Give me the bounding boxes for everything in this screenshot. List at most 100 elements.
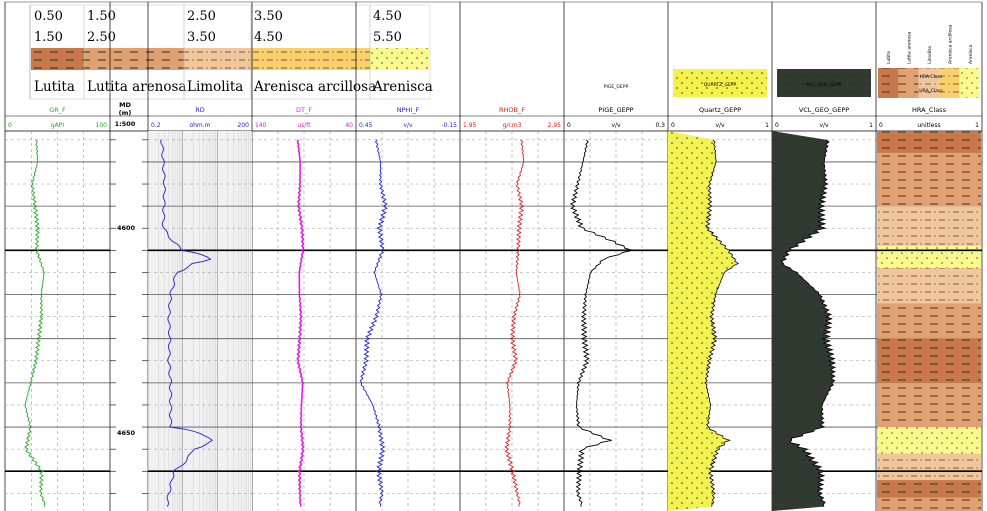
legend-swatch-pattern-arenisca [370,48,430,70]
legend-max-lutita-arenosa: 2.50 [87,30,116,45]
curve-gr-f [24,139,46,507]
grid-nphi [381,131,435,511]
hra-interval-pattern-lutita-arenosa [877,153,981,207]
hra-interval-pattern-limolita [877,267,981,304]
track-unit-rhob: g/cm3 [503,122,522,129]
track-max-pige: 0.3 [655,122,665,129]
legend-column-dividers [83,5,371,99]
track-max-rhob: 2.95 [548,122,562,129]
track-min-rd: 0.2 [151,122,161,129]
grid-pige [589,131,643,511]
depth-label-4600: 4600 [117,224,136,232]
curve-vcl-geo-gepp [780,139,837,507]
track-title-nphi: NPHI_F [397,106,420,114]
rd-shade [148,131,252,511]
track-body [5,131,982,511]
hra-box-label-2: HRA_Class [919,88,943,94]
grid-dt [277,131,331,511]
track-title-dt: DT_F [296,106,312,114]
hra-header-swatch-pattern-lutita-arenosa [898,68,919,98]
track-max-nphi: -0.15 [441,122,457,129]
hra-header-label-arenisca-arcillosa: Arenisca arcillosa [947,24,953,64]
hra-interval-pattern-lutita [877,338,981,383]
track-title-rd: RD [195,106,205,114]
hra-interval-pattern-lutita [877,131,981,154]
track-title-pige: PIGE_GEPP [598,106,633,114]
hra-header-swatch-pattern-limolita [918,68,940,98]
legend-max-limolita: 3.50 [187,30,216,45]
fill-pattern-quartz-gepp [668,131,739,511]
hra-header-label-limolita: Limolita [927,46,933,64]
vcl-header-swatch-dashes [777,69,871,97]
track-unit-dt: us/ft [297,122,311,129]
quartz-header-swatch-dots [673,69,767,97]
legend-name-arenisca-arcillosa: Arenisca arcillosa [253,79,376,95]
track-unit-gr: gAPI [51,122,65,129]
track-max-quartz: 1 [765,122,769,129]
depth-scale: 1:500 [115,120,136,128]
hra-header-swatch-pattern-lutita [878,68,899,98]
legend-swatch-pattern-arenisca-arcillosa [251,48,370,70]
curve-nphi-f [359,139,388,507]
hra-interval-pattern-lutita-arenosa [877,382,981,428]
hra-interval-pattern-limolita [877,206,981,246]
legend-min-arenisca: 4.50 [373,9,402,24]
hra-box-label-1: HRA Class [920,74,943,80]
legend-max-lutita: 1.50 [34,30,63,45]
legend-min-lutita: 0.50 [34,9,63,24]
track-max-vcl: 1 [869,122,873,129]
hra-header-label-lutita: Lutita [886,51,892,64]
depth-header-md: MD [119,101,131,109]
track-max-rd: 200 [238,122,250,129]
curve-dt-f [296,139,305,507]
track-min-rhob: 1.95 [463,122,477,129]
hra-header-label-lutita-arenosa: Lutita arenosa [907,32,913,64]
track-title-quartz: Quartz_GEPP [699,106,741,114]
legend-max-arenisca-arcillosa: 4.50 [254,30,283,45]
legend-name-arenisca: Arenisca [372,79,433,95]
track-title-hra: HRA_Class [912,106,947,114]
legend-name-limolita: Limolita [187,79,243,95]
grid-rd [147,131,252,511]
hra-header-swatch-pattern-arenisca-arcillosa [939,68,960,98]
legend-swatch-pattern-limolita [184,48,251,70]
track-title-gr: GR_F [49,106,66,114]
pige-header-label: PIGE_GEPP [604,84,629,90]
legend-name-lutita: Lutita [34,79,75,95]
track-unit-hra: unitless [917,122,940,129]
track-max-hra: 1 [975,122,979,129]
legend-swatch-pattern-lutita-arenosa [84,48,184,70]
track-title-rhob: RHOB_F [499,106,525,114]
track-min-pige: 0 [567,122,571,129]
track-unit-rd: ohm.m [189,122,210,129]
hra-interval-pattern-lutita-arenosa [877,497,981,511]
track-min-quartz: 0 [671,122,675,129]
vcl-header-label: VCL_GEO_GEPP [807,82,842,88]
hra-interval-pattern-limolita [877,453,981,481]
track-title-vcl: VCL_GEO_GEPP [799,106,849,114]
track-min-gr: 0 [8,122,12,129]
legend-name-lutita-arenosa: Lutita arenosa [87,79,186,95]
fill-pattern-vcl-geo-gepp [772,131,836,511]
legend-min-arenisca-arcillosa: 3.50 [254,9,283,24]
track-min-vcl: 0 [775,122,779,129]
curve-quartz-gepp [704,139,740,507]
lithology-legend: 0.50 1.50 2.50 3.50 4.50 1.50 2.50 3.50 … [29,4,433,100]
track-unit-nphi: v/v [403,122,413,129]
curve-pige-gepp [569,139,633,507]
track-min-hra: 0 [879,122,883,129]
legend-max-arenisca: 5.50 [373,30,402,45]
track-min-dt: 140 [255,122,267,129]
quartz-header-label: QUARTZ_GEPP [704,82,737,88]
legend-swatch-pattern-lutita [31,48,84,70]
hra-header-swatch-pattern-arenisca [959,68,980,98]
track-max-dt: 40 [345,122,353,129]
hra-interval-pattern-lutita [877,480,981,498]
hra-interval-pattern-arenisca [877,245,981,268]
hra-interval-pattern-arenisca [877,427,981,454]
curve-rd [160,139,213,507]
legend-min-lutita-arenosa: 1.50 [87,9,116,24]
hra-interval-pattern-lutita-arenosa [877,303,981,339]
track-unit-quartz: v/v [715,122,725,129]
